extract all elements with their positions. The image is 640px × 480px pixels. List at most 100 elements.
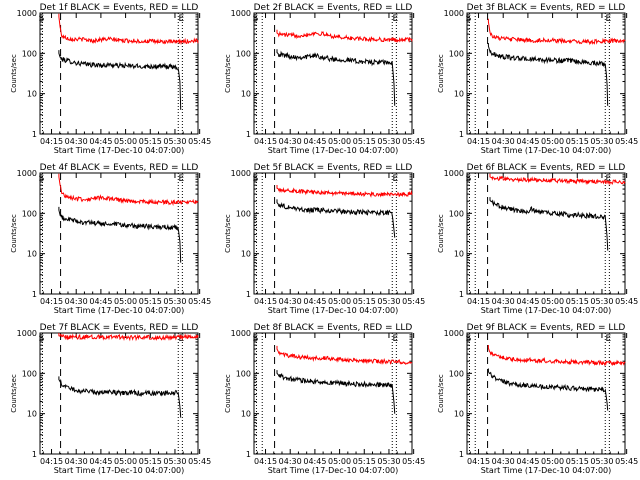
chart-2-xlabel: Start Time (17-Dec-10 04:07:00) — [268, 146, 399, 155]
chart-5-ytick-label: 10 — [241, 250, 251, 259]
chart-4-xlabel: Start Time (17-Dec-10 04:07:00) — [54, 306, 185, 315]
chart-3-ylabel: Counts/sec — [437, 54, 445, 93]
chart-3-xtick-label: 05:45 — [615, 137, 638, 146]
chart-8-xtick-label: 05:15 — [353, 457, 376, 466]
chart-9-xtick-label: 05:15 — [566, 457, 589, 466]
chart-5-xtick-label: 04:45 — [303, 297, 326, 306]
chart-7-series-black — [58, 376, 182, 418]
chart-8-xlabel: Start Time (17-Dec-10 04:07:00) — [268, 466, 399, 475]
chart-9-title: Det 9f BLACK = Events, RED = LLD — [467, 323, 626, 333]
chart-9-xtick-label: 05:45 — [615, 457, 638, 466]
chart-4-start-label: S — [39, 174, 45, 184]
chart-9-ytick-label: 10 — [454, 410, 464, 419]
chart-6-series-black — [489, 197, 609, 251]
chart-4-series-black — [58, 206, 182, 263]
chart-7-xtick-label: 05:00 — [114, 457, 137, 466]
chart-8-ylabel: Counts/sec — [224, 374, 232, 413]
chart-4-ylabel: Counts/sec — [10, 214, 18, 253]
chart-8-xtick-label: 04:15 — [254, 457, 277, 466]
chart-1-xlabel: Start Time (17-Dec-10 04:07:00) — [54, 146, 185, 155]
chart-5-end-label: E — [393, 174, 399, 184]
chart-4-ytick-label: 100 — [22, 209, 37, 218]
chart-8-ytick-label: 100 — [236, 369, 251, 378]
chart-8-axes-frame — [253, 332, 413, 455]
chart-3-title: Det 3f BLACK = Events, RED = LLD — [467, 3, 626, 13]
chart-7-ytick-label: 1000 — [17, 329, 37, 338]
chart-1-panel: Counts/sec Start Time (17-Dec-10 04:07:00… — [10, 3, 211, 155]
chart-3-xlabel: Start Time (17-Dec-10 04:07:00) — [481, 146, 612, 155]
chart-6-xtick-label: 05:45 — [615, 297, 638, 306]
chart-9-xtick-label: 04:45 — [516, 457, 539, 466]
chart-4-xtick-label: 05:30 — [163, 297, 186, 306]
chart-3-xtick-label: 04:45 — [516, 137, 539, 146]
chart-9-axes-frame — [466, 332, 626, 455]
chart-8-panel: Counts/sec Start Time (17-Dec-10 04:07:00… — [224, 323, 425, 475]
chart-8-start-label: S — [253, 334, 259, 344]
chart-3-ytick-label: 1 — [459, 130, 464, 139]
chart-7-title: Det 7f BLACK = Events, RED = LLD — [40, 323, 199, 333]
chart-6-ytick-label: 1 — [459, 290, 464, 299]
chart-2-xtick-label: 04:45 — [303, 137, 326, 146]
chart-5-xtick-label: 05:15 — [353, 297, 376, 306]
chart-8-end-label: E — [393, 334, 399, 344]
chart-8-xtick-label: 04:30 — [279, 457, 302, 466]
chart-8-title: Det 8f BLACK = Events, RED = LLD — [254, 323, 413, 333]
chart-9-xtick-label: 05:00 — [541, 457, 564, 466]
chart-1-xtick-label: 05:45 — [188, 137, 211, 146]
chart-9-xlabel: Start Time (17-Dec-10 04:07:00) — [481, 466, 612, 475]
chart-1-axes-frame — [39, 12, 199, 135]
chart-7-xlabel: Start Time (17-Dec-10 04:07:00) — [54, 466, 185, 475]
chart-3-xtick-label: 04:30 — [492, 137, 515, 146]
chart-6-xtick-label: 04:45 — [516, 297, 539, 306]
chart-3-xtick-label: 05:15 — [566, 137, 589, 146]
chart-1-title: Det 1f BLACK = Events, RED = LLD — [40, 3, 199, 13]
chart-5-xtick-label: 04:15 — [254, 297, 277, 306]
chart-4-end-label: E — [179, 174, 185, 184]
chart-6-title: Det 6f BLACK = Events, RED = LLD — [467, 163, 626, 173]
chart-8-xtick-label: 04:45 — [303, 457, 326, 466]
chart-3-axes-frame — [466, 12, 626, 135]
chart-9-ytick-label: 100 — [449, 369, 464, 378]
chart-5-xtick-label: 05:30 — [377, 297, 400, 306]
chart-1-xtick-label: 05:00 — [114, 137, 137, 146]
chart-1-xtick-label: 04:15 — [40, 137, 63, 146]
chart-6-xtick-label: 04:15 — [467, 297, 490, 306]
chart-9-panel: Counts/sec Start Time (17-Dec-10 04:07:00… — [437, 323, 638, 475]
chart-2-series-red — [276, 29, 413, 44]
chart-6-start-label: S — [466, 174, 472, 184]
chart-5-panel: Counts/sec Start Time (17-Dec-10 04:07:00… — [224, 163, 425, 315]
chart-8-xtick-label: 05:45 — [402, 457, 425, 466]
chart-1-series-red — [58, 13, 199, 46]
chart-4-xtick-label: 04:15 — [40, 297, 63, 306]
chart-7-xtick-label: 05:15 — [139, 457, 162, 466]
chart-1-ytick-label: 10 — [27, 90, 37, 99]
chart-4-panel: Counts/sec Start Time (17-Dec-10 04:07:00… — [10, 163, 211, 315]
chart-3-ytick-label: 10 — [454, 90, 464, 99]
chart-5-title: Det 5f BLACK = Events, RED = LLD — [254, 163, 413, 173]
chart-9-series-red — [487, 345, 626, 367]
chart-8-ytick-label: 10 — [241, 410, 251, 419]
chart-6-xtick-label: 04:30 — [492, 297, 515, 306]
chart-1-series-black — [58, 50, 182, 110]
chart-6-ytick-label: 100 — [449, 209, 464, 218]
chart-7-xtick-label: 04:30 — [65, 457, 88, 466]
chart-2-xtick-label: 05:30 — [377, 137, 400, 146]
chart-4-xtick-label: 05:45 — [188, 297, 211, 306]
chart-1-ytick-label: 100 — [22, 49, 37, 58]
chart-1-ytick-label: 1000 — [17, 9, 37, 18]
chart-2-ytick-label: 1000 — [231, 9, 251, 18]
chart-1-ytick-label: 1 — [32, 130, 37, 139]
chart-5-start-label: S — [253, 174, 259, 184]
chart-3-start-label: S — [466, 14, 472, 24]
chart-7-xtick-label: 05:30 — [163, 457, 186, 466]
chart-6-ytick-label: 10 — [454, 250, 464, 259]
chart-2-xtick-label: 05:00 — [328, 137, 351, 146]
chart-7-axes-frame — [39, 332, 199, 455]
chart-3-series-red — [487, 18, 626, 46]
chart-3-series-black — [487, 43, 609, 106]
chart-3-xtick-label: 04:15 — [467, 137, 490, 146]
chart-6-series-red — [489, 173, 626, 186]
chart-3-ytick-label: 100 — [449, 49, 464, 58]
chart-8-series-black — [276, 370, 396, 414]
